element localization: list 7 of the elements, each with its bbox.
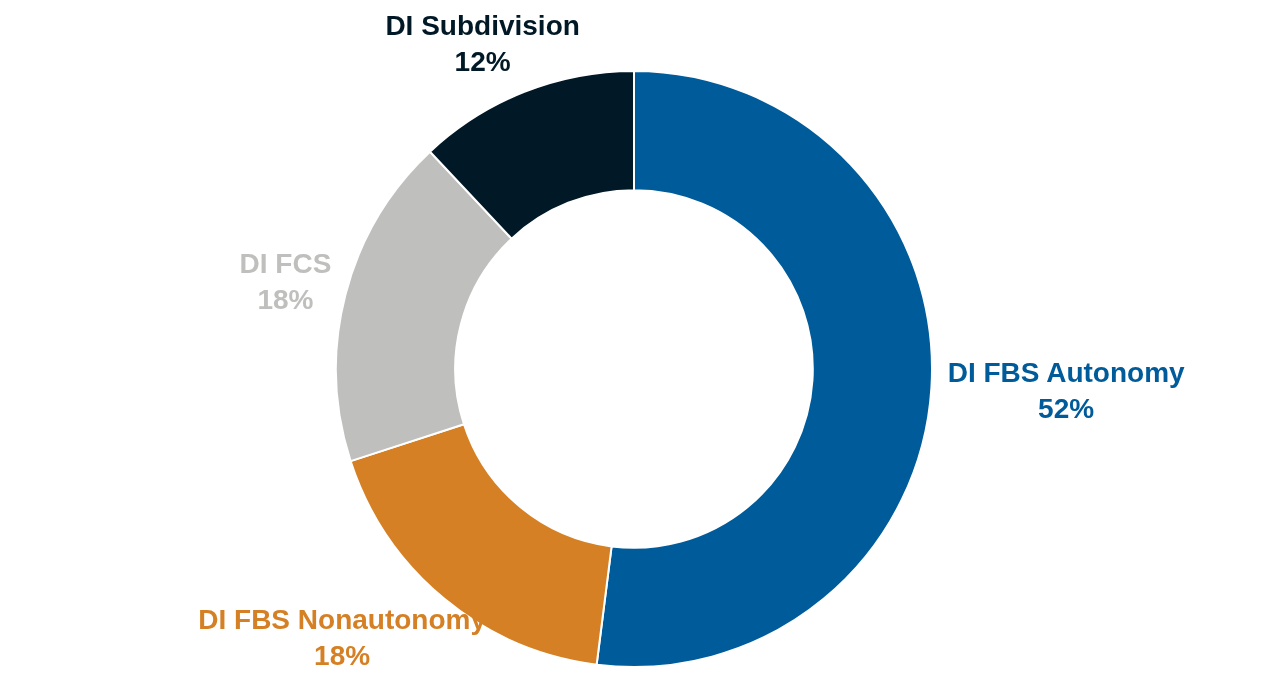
slice-label: DI Subdivision [385, 10, 580, 42]
slice-label: DI FBS Autonomy [947, 356, 1186, 388]
data-label: 52% [1038, 392, 1095, 424]
data-label: 12% [454, 46, 511, 78]
data-label: 18% [257, 283, 314, 315]
slice-label: DI FCS [239, 247, 332, 279]
data-label: 18% [314, 639, 371, 671]
